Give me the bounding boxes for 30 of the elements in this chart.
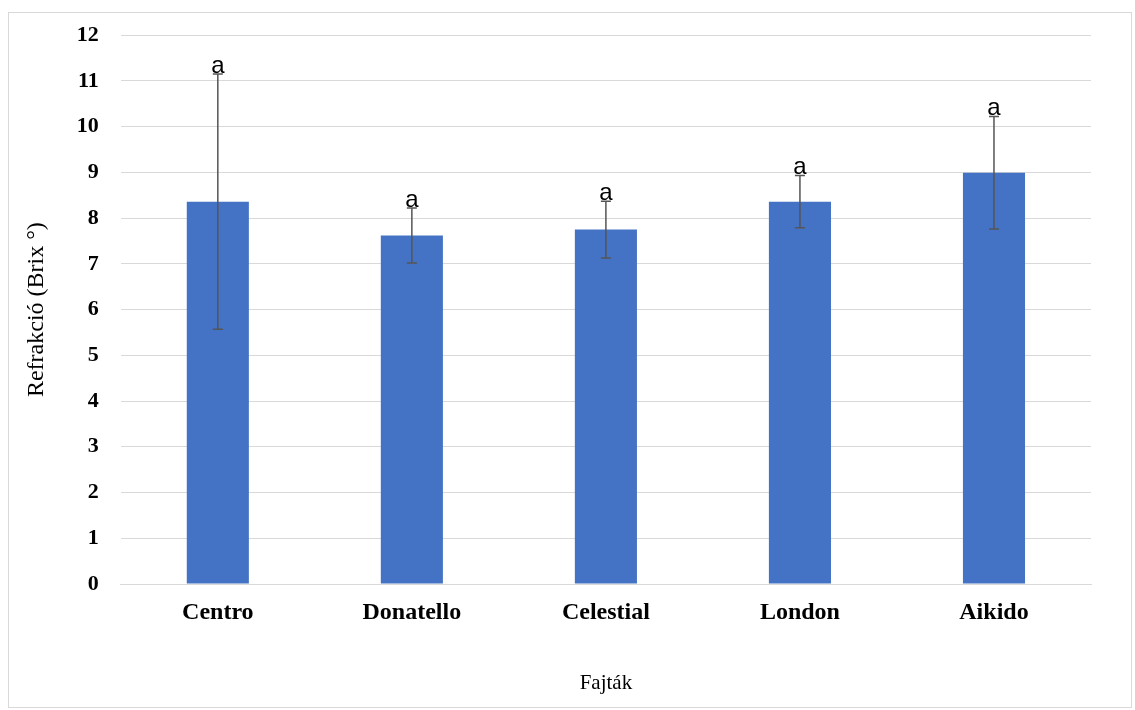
- bar: [380, 235, 443, 584]
- annotation: a: [793, 152, 808, 180]
- annotation: a: [599, 177, 614, 205]
- annotation: a: [405, 184, 420, 212]
- y-tick-label: 8: [87, 203, 99, 229]
- y-tick-label: 7: [87, 249, 99, 275]
- annotation: a: [211, 50, 226, 78]
- y-tick-label: 9: [87, 158, 99, 184]
- y-tick-label: 3: [87, 432, 99, 458]
- y-tick-label: 12: [76, 20, 99, 46]
- y-tick-label: 10: [76, 112, 99, 138]
- y-tick-label: 5: [87, 341, 99, 367]
- bar: [962, 172, 1026, 584]
- y-tick-label: 4: [87, 386, 99, 412]
- annotation: a: [987, 93, 1002, 121]
- x-tick-label: Aikido: [959, 597, 1029, 624]
- y-tick-label: 11: [78, 66, 99, 92]
- y-tick-label: 0: [87, 569, 99, 595]
- bar: [768, 201, 831, 584]
- y-tick-label: 2: [87, 478, 99, 504]
- y-tick-label: 6: [87, 295, 99, 321]
- y-axis-title: Refrakció (Brix °): [21, 222, 48, 398]
- bar: [574, 229, 637, 584]
- y-tick-label: 1: [87, 523, 99, 549]
- bar: [186, 201, 249, 584]
- x-axis-title: Fajták: [579, 669, 633, 694]
- x-tick-label: Celestial: [561, 597, 651, 624]
- x-tick-label: Centro: [182, 597, 254, 624]
- x-tick-label: London: [759, 597, 840, 624]
- x-tick-label: Donatello: [362, 597, 462, 624]
